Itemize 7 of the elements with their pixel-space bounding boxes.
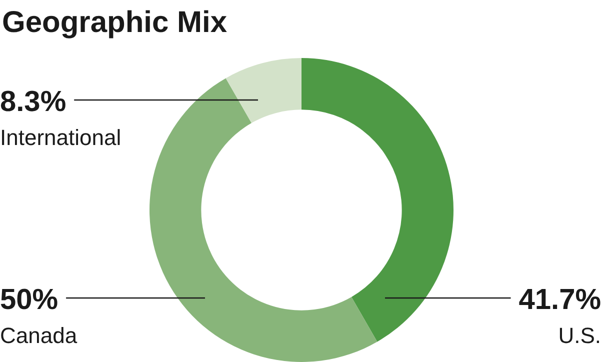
slice-label: International <box>0 125 122 150</box>
data-label: 50% <box>0 284 58 316</box>
slice-label: U.S. <box>558 323 601 348</box>
chart-title: Geographic Mix <box>2 6 228 39</box>
data-label: 8.3% <box>0 86 66 118</box>
data-label: 41.7% <box>518 284 602 316</box>
slice-label: Canada <box>0 323 78 348</box>
